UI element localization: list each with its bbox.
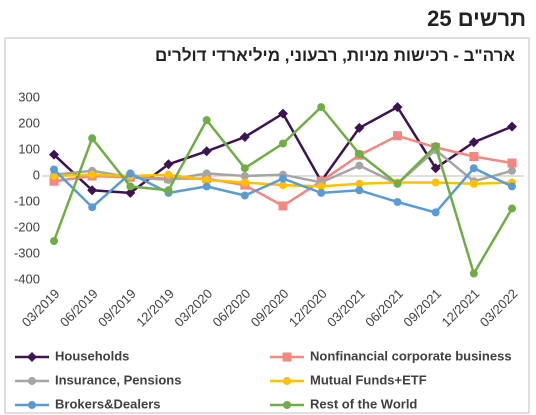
data-point bbox=[202, 116, 211, 125]
y-tick-label: 100 bbox=[18, 141, 40, 156]
data-point bbox=[163, 159, 174, 170]
y-tick-label: -400 bbox=[14, 271, 40, 286]
x-tick-label: 06/2020 bbox=[210, 286, 254, 330]
data-point bbox=[393, 179, 402, 188]
data-point bbox=[507, 158, 517, 168]
data-point bbox=[317, 188, 326, 197]
chart-frame bbox=[4, 37, 530, 414]
x-tick-label: 12/2019 bbox=[133, 286, 177, 330]
legend-label: Brokers&Dealers bbox=[55, 396, 161, 411]
data-point bbox=[278, 108, 288, 119]
data-point bbox=[88, 203, 97, 212]
data-point bbox=[240, 191, 249, 200]
data-point bbox=[507, 121, 517, 132]
data-point bbox=[469, 179, 478, 188]
data-point bbox=[508, 182, 516, 191]
data-point bbox=[240, 164, 249, 173]
legend-marker bbox=[283, 377, 291, 385]
legend-label: Rest of the World bbox=[310, 396, 417, 411]
legend-marker bbox=[28, 401, 36, 409]
data-point bbox=[50, 237, 58, 245]
data-point bbox=[355, 186, 364, 195]
data-point bbox=[279, 174, 287, 183]
data-point bbox=[202, 182, 211, 191]
data-point bbox=[392, 102, 403, 113]
data-point bbox=[126, 182, 135, 191]
data-point bbox=[393, 131, 402, 141]
data-point bbox=[202, 169, 211, 178]
data-point bbox=[125, 187, 136, 198]
y-tick-label: -300 bbox=[14, 245, 40, 260]
chart-title: ארה"ב - רכישות מניות, רבעוני, מיליארדי ד… bbox=[155, 46, 515, 65]
data-point bbox=[50, 172, 58, 180]
x-tick-label: 12/2020 bbox=[286, 286, 330, 330]
legend-marker bbox=[28, 377, 36, 385]
data-point bbox=[431, 208, 440, 217]
x-tick-label: 12/2021 bbox=[439, 286, 483, 330]
data-point bbox=[508, 166, 516, 175]
data-point bbox=[164, 170, 173, 179]
legend-label: Households bbox=[55, 348, 129, 363]
data-point bbox=[201, 146, 212, 157]
legend-label: Mutual Funds+ETF bbox=[310, 372, 427, 387]
data-point bbox=[469, 164, 478, 173]
data-point bbox=[87, 185, 98, 196]
y-tick-label: -100 bbox=[14, 193, 40, 208]
data-point bbox=[278, 201, 288, 211]
data-point bbox=[49, 149, 59, 160]
legend-marker bbox=[27, 352, 37, 362]
data-point bbox=[126, 169, 135, 178]
data-point bbox=[354, 122, 365, 133]
header-title: תרשים 25 bbox=[427, 6, 526, 31]
data-point bbox=[393, 198, 402, 206]
series-line bbox=[52, 105, 514, 277]
data-point bbox=[50, 165, 58, 174]
y-tick-label: 200 bbox=[18, 115, 40, 130]
data-point bbox=[317, 182, 326, 191]
x-tick-label: 03/2021 bbox=[324, 286, 368, 330]
data-point bbox=[88, 134, 97, 143]
data-point bbox=[240, 172, 249, 180]
legend-label: Insurance, Pensions bbox=[55, 372, 181, 387]
data-point bbox=[430, 163, 441, 174]
legend-label: Nonfinancial corporate business bbox=[310, 348, 512, 363]
data-point bbox=[164, 186, 173, 195]
data-point bbox=[239, 132, 250, 142]
x-tick-label: 06/2021 bbox=[362, 286, 406, 330]
data-point bbox=[279, 181, 287, 190]
data-point bbox=[431, 142, 440, 151]
data-point bbox=[431, 178, 440, 187]
data-point bbox=[508, 204, 516, 213]
data-point bbox=[355, 149, 364, 158]
x-tick-label: 09/2020 bbox=[248, 286, 292, 330]
data-point bbox=[202, 175, 211, 184]
x-tick-label: 09/2019 bbox=[95, 286, 139, 330]
legend-marker bbox=[283, 401, 291, 409]
y-tick-label: 0 bbox=[33, 167, 40, 182]
data-point bbox=[468, 137, 479, 148]
data-point bbox=[317, 103, 326, 112]
x-tick-label: 03/2019 bbox=[19, 286, 63, 330]
data-point bbox=[355, 161, 364, 170]
x-tick-label: 09/2021 bbox=[400, 286, 444, 330]
data-point bbox=[88, 170, 97, 179]
data-point bbox=[49, 176, 59, 186]
data-point bbox=[469, 152, 479, 161]
data-point bbox=[469, 269, 478, 278]
y-tick-label: -200 bbox=[14, 219, 40, 234]
x-tick-label: 03/2022 bbox=[477, 286, 521, 330]
data-point bbox=[279, 139, 287, 148]
x-tick-label: 03/2020 bbox=[171, 286, 215, 330]
data-point bbox=[355, 179, 364, 188]
legend-marker bbox=[282, 352, 292, 362]
data-point bbox=[240, 178, 249, 187]
y-tick-label: 300 bbox=[18, 89, 40, 104]
x-tick-label: 06/2019 bbox=[57, 286, 101, 330]
